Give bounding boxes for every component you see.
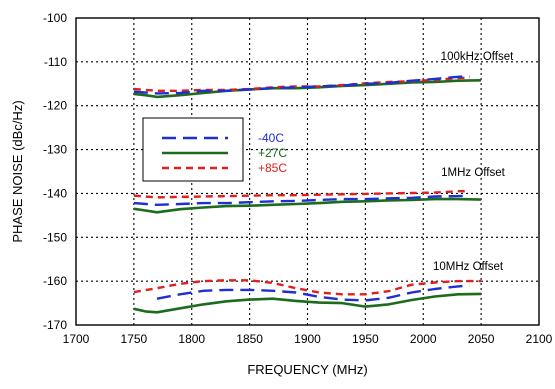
series-line-plus27C	[133, 79, 482, 99]
x-tick-label: 2050	[468, 332, 495, 346]
x-tick-label: 1700	[63, 332, 90, 346]
y-tick-label: -140	[43, 186, 67, 200]
plot-frame	[75, 17, 540, 326]
x-tick-label: 2000	[410, 332, 437, 346]
x-tick-label: 1900	[294, 332, 321, 346]
x-tick-label: 1750	[121, 332, 148, 346]
offset-annotations: 100kHz Offset 1MHz Offset 10MHz Offset	[433, 51, 514, 273]
legend-label: +27C	[258, 146, 287, 160]
offset-group-1	[133, 75, 482, 99]
x-tick-label: 2100	[526, 332, 553, 346]
legend-label: -40C	[258, 131, 284, 145]
series-line-plus27C	[133, 292, 482, 314]
series-line-minus40C	[156, 284, 470, 302]
series-line-plus85C	[133, 279, 482, 296]
x-tick-label: 1950	[352, 332, 379, 346]
y-tick-label: -110	[44, 55, 67, 69]
series-line-plus27C	[133, 197, 482, 214]
offset-group-3	[133, 279, 482, 314]
offset-annotation: 100kHz Offset	[441, 51, 514, 63]
y-tick-label: -170	[43, 318, 67, 332]
y-tick-label: -100	[43, 11, 67, 25]
legend: -40C+27C+85C	[142, 117, 287, 182]
x-tick-label: 1800	[178, 332, 205, 346]
offset-group-2	[133, 190, 482, 214]
series-layer	[133, 75, 482, 314]
y-axis-label: PHASE NOISE (dBc/Hz)	[10, 100, 25, 242]
grid-layer	[76, 18, 539, 325]
series-line-minus40C	[133, 75, 470, 95]
legend-label: +85C	[258, 161, 287, 175]
offset-annotation: 1MHz Offset	[441, 167, 505, 179]
legend-box	[142, 117, 244, 182]
y-tick-label: -160	[43, 274, 67, 288]
y-tick-label: -130	[43, 143, 67, 157]
x-tick-label: 1850	[236, 332, 263, 346]
series-line-plus85C	[133, 190, 470, 199]
x-axis-label: FREQUENCY (MHz)	[247, 362, 367, 377]
series-line-minus40C	[133, 194, 470, 206]
offset-annotation: 10MHz Offset	[433, 261, 504, 273]
tick-labels: 1700 1750 1800 1850 1900 1950 2000 2050 2100 -100…	[43, 11, 553, 346]
y-tick-label: -150	[43, 230, 67, 244]
y-tick-label: -120	[43, 99, 67, 113]
